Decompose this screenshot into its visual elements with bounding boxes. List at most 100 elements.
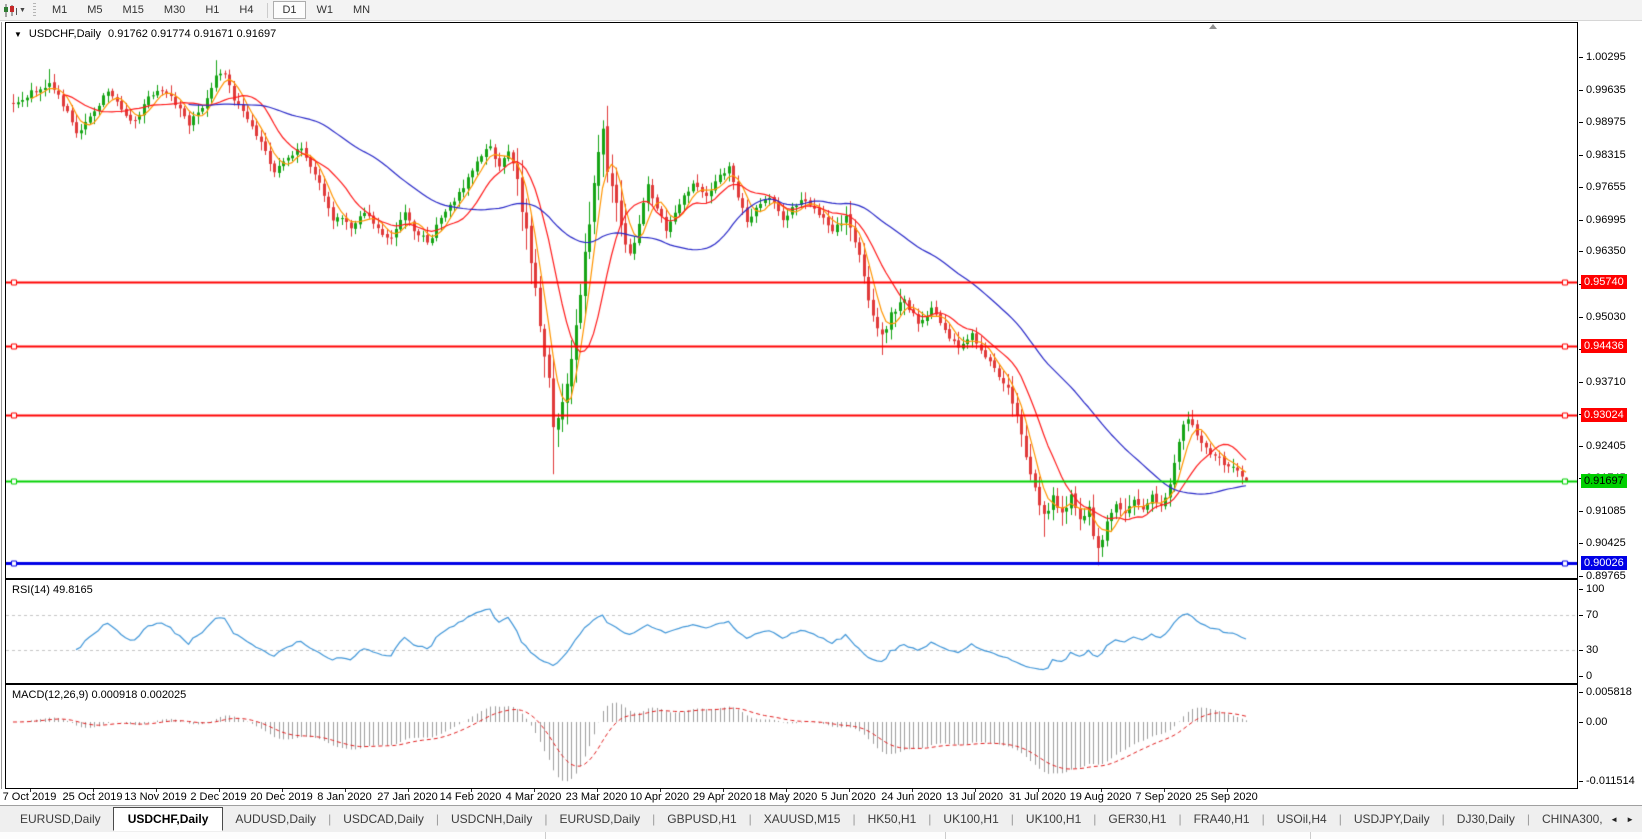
timeframe-button-h1[interactable]: H1 (205, 4, 220, 16)
price-tick-label: 0.99635 (1586, 83, 1626, 96)
tab-scroll-right-button[interactable]: ► (1626, 814, 1634, 824)
timeframe-button-m5[interactable]: M5 (87, 4, 103, 16)
timeframe-button-d1[interactable]: D1 (273, 1, 306, 19)
chart-tab-usdchf-daily[interactable]: USDCHF,Daily (112, 807, 224, 831)
date-tick-label: 5 Jun 2020 (821, 791, 876, 803)
date-tick-label: 31 Jul 2020 (1009, 791, 1066, 803)
date-tick-label: 8 Jan 2020 (317, 791, 372, 803)
rsi-chart-canvas[interactable] (6, 580, 1577, 683)
tab-separator: | (1178, 812, 1182, 826)
toolbar-divider (267, 2, 269, 18)
price-tick-mark (1579, 445, 1583, 447)
price-tick-mark (1579, 89, 1583, 91)
time-axis[interactable]: 7 Oct 2019 25 Oct 2019 13 Nov 2019 2 Dec 20… (0, 789, 1578, 805)
timeframe-button-w1[interactable]: W1 (316, 4, 334, 16)
chart-tab-usdjpy-daily[interactable]: USDJPY,Daily (1353, 812, 1430, 826)
chart-tab-hk50-h1[interactable]: HK50,H1 (867, 812, 917, 826)
tab-separator: | (1261, 812, 1265, 826)
symbol-dropdown-icon[interactable]: ▼ (14, 29, 22, 39)
chart-type-dropdown-icon[interactable]: ▼ (19, 6, 26, 14)
price-chart-canvas[interactable] (6, 23, 1577, 578)
chart-tab-dj30-daily[interactable]: DJ30,Daily (1456, 812, 1515, 826)
date-tick-label: 14 Feb 2020 (439, 791, 502, 803)
price-tick-label: 0.92405 (1586, 439, 1626, 452)
date-tick-mark (92, 789, 94, 792)
date-tick-label: 25 Sep 2020 (1195, 791, 1258, 803)
timeframe-button-m1[interactable]: M1 (51, 4, 68, 16)
chart-tab-uk100-h1[interactable]: UK100,H1 (1025, 812, 1082, 826)
date-tick-mark (281, 789, 283, 792)
date-tick-label: 18 May 2020 (753, 791, 818, 803)
chart-tab-ger30-h1[interactable]: GER30,H1 (1108, 812, 1167, 826)
chart-tab-china300-h1[interactable]: CHINA300,H1 (1541, 812, 1602, 826)
macd-tick-mark (1579, 722, 1583, 723)
tab-separator: | (1010, 812, 1014, 826)
chart-tab-usdcnh-daily[interactable]: USDCNH,Daily (451, 812, 533, 826)
price-tick-label: 0.91085 (1586, 504, 1626, 517)
timeframe-button-mn[interactable]: MN (353, 4, 371, 16)
date-tick-mark (155, 789, 157, 792)
price-tick-label: 0.93710 (1586, 375, 1626, 388)
timeframe-button-m15[interactable]: M15 (122, 4, 144, 16)
rsi-tick-mark (1579, 676, 1583, 677)
tab-separator: | (1338, 812, 1342, 826)
tab-separator: | (928, 812, 932, 826)
rsi-tick-mark (1579, 615, 1583, 617)
date-tick-mark (974, 789, 976, 792)
macd-label: MACD(12,26,9) 0.000918 0.002025 (12, 689, 187, 701)
chart-type-icon[interactable] (3, 3, 18, 17)
indicator-scale-tick: 0.00 (1586, 716, 1608, 728)
chart-title: ▼ USDCHF,Daily 0.91762 0.91774 0.91671 0… (14, 28, 276, 40)
date-tick-mark (1100, 789, 1102, 792)
level-price-tag: 0.90026 (1581, 556, 1627, 571)
date-tick-mark (470, 789, 472, 792)
date-tick-label: 19 Aug 2020 (1069, 791, 1132, 803)
tab-separator: | (852, 812, 856, 826)
date-tick-mark (1226, 789, 1228, 792)
tab-separator: | (1441, 812, 1445, 826)
indicator-scale-tick: -0.011514 (1586, 775, 1635, 788)
price-tick-label: 1.00295 (1586, 51, 1626, 63)
price-tick-label: 0.97655 (1586, 181, 1626, 194)
price-tick-mark (1579, 187, 1583, 189)
tab-separator: | (435, 812, 439, 826)
price-tick-label: 0.89765 (1586, 570, 1626, 583)
date-tick-mark (344, 789, 346, 792)
chart-tabs-bar: EURUSD,Daily USDCHF,Daily AUDUSD,Daily | USD… (0, 805, 1642, 832)
status-strip (0, 832, 1642, 839)
price-tick-mark (1579, 122, 1583, 124)
chart-tab-eurusd-daily[interactable]: EURUSD,Daily (559, 812, 641, 826)
chart-shift-marker[interactable] (1209, 24, 1217, 29)
macd-chart-canvas[interactable] (6, 685, 1577, 788)
chart-tab-fra40-h1[interactable]: FRA40,H1 (1193, 812, 1250, 826)
toolbar-grip[interactable] (32, 2, 36, 18)
price-axis[interactable]: 1.00295 0.99635 0.98975 0.98315 0.97655 0.969… (1579, 22, 1642, 789)
tab-scroll-left-button[interactable]: ◄ (1610, 814, 1619, 824)
chart-tab-usdcad-daily[interactable]: USDCAD,Daily (343, 812, 424, 826)
date-tick-label: 7 Oct 2019 (2, 791, 57, 803)
chart-tab-uk100-h1[interactable]: UK100,H1 (943, 812, 999, 826)
chart-tab-xauusd-m15[interactable]: XAUUSD,M15 (763, 812, 841, 826)
timeframes-toolbar: ▼ M1 M5 M15 M30 H1 H4 D1 W1 MN (0, 0, 1642, 21)
macd-tick-mark (1579, 691, 1583, 693)
timeframe-button-group: M1 M5 M15 M30 H1 H4 D1 W1 MN (42, 0, 380, 21)
rsi-label: RSI(14) 49.8165 (12, 584, 93, 596)
indicator-scale-tick: 30 (1586, 643, 1599, 656)
tab-separator: | (652, 812, 656, 826)
timeframe-button-m30[interactable]: M30 (163, 4, 186, 16)
price-tick-label: 0.98315 (1586, 148, 1626, 161)
tab-separator: | (544, 812, 548, 826)
date-tick-label: 7 Sep 2020 (1135, 791, 1192, 803)
date-tick-label: 29 Apr 2020 (692, 791, 753, 803)
date-tick-mark (29, 789, 31, 792)
chart-tab-eurusd-daily[interactable]: EURUSD,Daily (20, 812, 101, 826)
chart-tab-usoil-h4[interactable]: USOil,H4 (1276, 812, 1327, 826)
price-tick-mark (1579, 381, 1583, 383)
chart-tab-audusd-daily[interactable]: AUDUSD,Daily (235, 812, 317, 826)
rsi-tick-mark (1579, 649, 1583, 651)
date-tick-label: 13 Nov 2019 (124, 791, 187, 803)
timeframe-button-h4[interactable]: H4 (239, 4, 254, 16)
indicator-scale-tick: 0 (1586, 670, 1593, 682)
chart-tab-gbpusd-h1[interactable]: GBPUSD,H1 (667, 812, 737, 826)
